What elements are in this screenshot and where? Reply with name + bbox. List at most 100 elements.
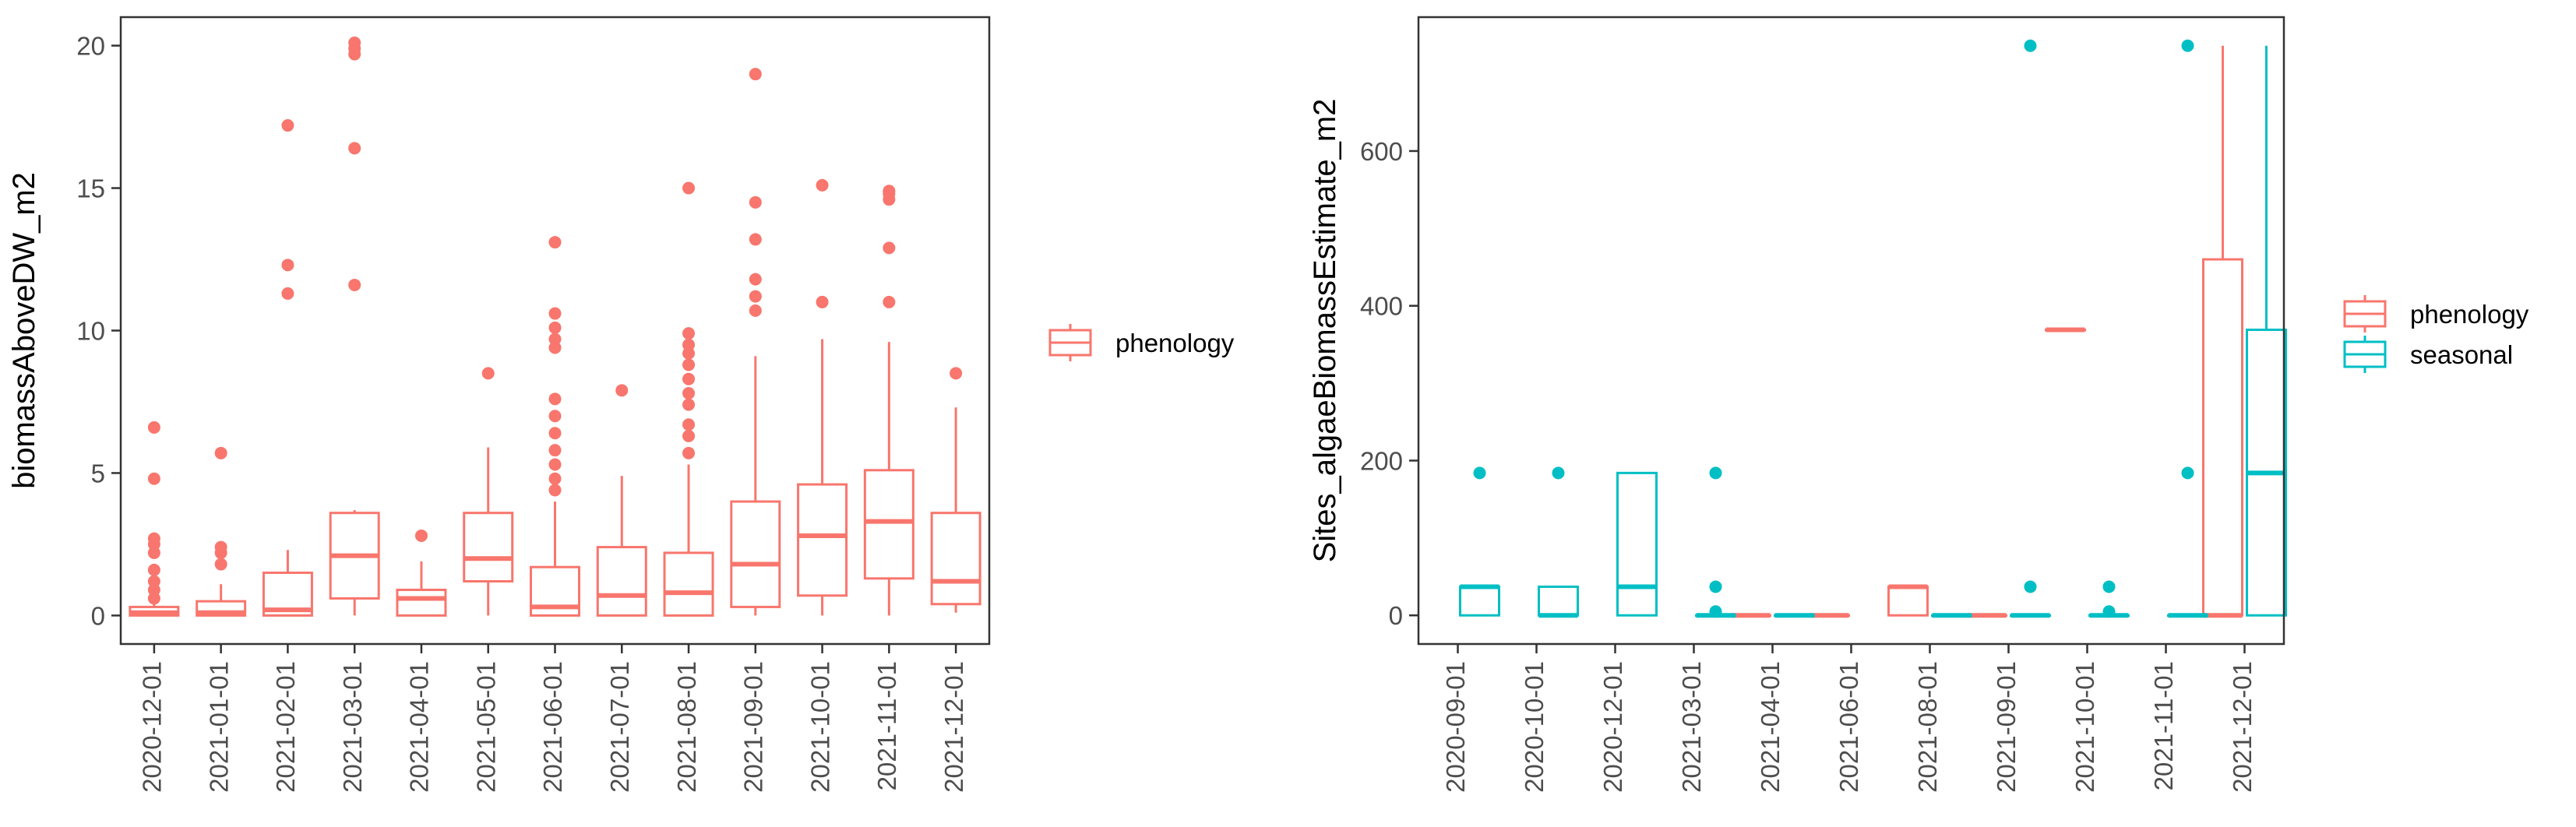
x-tick-label: 2021-12-01: [939, 661, 968, 793]
x-tick-label: 2021-12-01: [2228, 661, 2257, 793]
box-phenology-2021-01-01: [196, 446, 247, 617]
outlier-point: [682, 429, 696, 442]
outlier-point: [281, 287, 294, 300]
outlier-point: [548, 341, 562, 354]
box-phenology-2021-11-01: [863, 185, 914, 616]
legend-label: phenology: [1115, 329, 1235, 357]
x-tick-label: 2020-12-01: [138, 661, 167, 793]
outlier-point: [883, 295, 896, 308]
box-seasonal-2021-03-01: [1695, 466, 1736, 618]
outlier-point: [1709, 580, 1722, 593]
outlier-point: [348, 278, 361, 291]
box-seasonal-2020-09-01: [1459, 466, 1500, 617]
outlier-point: [214, 540, 227, 554]
x-tick-label: 2020-09-01: [1441, 661, 1470, 793]
x-tick-label: 2021-06-01: [538, 661, 567, 793]
box-phenology-2021-12-01: [2202, 45, 2243, 618]
outlier-point: [147, 546, 160, 559]
legend: phenology: [1048, 324, 1235, 361]
plot-border: [119, 16, 991, 646]
x-tick-label: 2021-10-01: [805, 661, 834, 793]
outlier-point: [548, 472, 562, 485]
outlier-point: [548, 444, 562, 457]
box-iqr: [730, 500, 781, 608]
outlier-point: [682, 387, 696, 399]
box-phenology-2021-06-01: [530, 236, 580, 617]
x-tick-label: 2021-03-01: [1677, 661, 1706, 793]
y-tick-label: 200: [1360, 446, 1403, 475]
legend-label: seasonal: [2410, 340, 2513, 369]
y-axis: 0 5 10 15 20: [76, 32, 121, 630]
outlier-point: [548, 458, 562, 471]
outlier-point: [816, 178, 829, 192]
x-tick-label: 2021-09-01: [1992, 661, 2021, 793]
outlier-point: [749, 233, 762, 246]
box-phenology-2021-12-01: [930, 367, 981, 613]
outlier-point: [883, 185, 896, 198]
outlier-point: [682, 418, 696, 431]
outlier-point: [548, 321, 562, 334]
chart-panel-1: 0 5 10 15 20 biomassAboveDW_m2 2020-12-01 2021-…: [7, 16, 1235, 793]
outlier-point: [2024, 580, 2037, 593]
box-iqr: [1459, 585, 1500, 617]
outlier-point: [147, 472, 160, 485]
y-tick-label: 400: [1360, 292, 1403, 321]
outlier-point: [481, 367, 495, 380]
box-phenology-2021-02-01: [262, 119, 313, 617]
outlier-point: [615, 384, 629, 397]
box-iqr: [797, 483, 848, 597]
box-seasonal-2021-09-01: [2010, 39, 2051, 618]
outlier-point: [147, 583, 160, 596]
x-axis: 2020-09-01 2020-10-01 2020-12-01 2021-03-01…: [1441, 644, 2257, 793]
outlier-point: [548, 392, 562, 406]
outlier-point: [147, 532, 160, 545]
outlier-point: [414, 529, 428, 542]
y-tick-label: 600: [1360, 137, 1403, 166]
box-phenology-2021-06-01: [1809, 613, 1850, 618]
box-iqr: [1887, 585, 1929, 617]
x-tick-label: 2021-04-01: [405, 661, 434, 793]
outlier-point: [2181, 39, 2194, 52]
box-iqr: [863, 469, 914, 580]
x-tick-label: 2021-09-01: [739, 661, 768, 793]
x-tick-label: 2021-06-01: [1834, 661, 1863, 793]
box-iqr: [1538, 585, 1579, 617]
y-tick-label: 0: [1389, 601, 1403, 630]
y-axis-title: Sites_algaeBiomassEstimate_m2: [1308, 99, 1342, 563]
outlier-point: [682, 327, 696, 340]
legend-key-phenology: [2343, 295, 2387, 333]
outlier-point: [147, 563, 160, 576]
outlier-point: [348, 36, 361, 49]
box-seasonal-2021-08-01: [1931, 613, 1972, 618]
x-tick-label: 2021-07-01: [605, 661, 634, 793]
outlier-point: [2024, 39, 2037, 52]
x-tick-label: 2021-08-01: [1913, 661, 1942, 793]
box-iqr: [596, 546, 647, 617]
box-seasonal-2021-04-01: [1774, 613, 1815, 618]
outlier-point: [348, 142, 361, 155]
outlier-point: [548, 427, 562, 440]
x-tick-label: 2021-08-01: [672, 661, 701, 793]
outlier-point: [816, 295, 829, 308]
box-phenology-2021-10-01: [2045, 327, 2086, 333]
outlier-point: [749, 68, 762, 81]
box-phenology-2020-12-01: [129, 421, 180, 617]
outlier-point: [1709, 605, 1722, 618]
outlier-point: [147, 575, 160, 588]
box-phenology-2021-08-01: [663, 181, 714, 617]
box-phenology-2021-10-01: [797, 178, 848, 616]
outlier-point: [682, 181, 696, 195]
outlier-point: [682, 358, 696, 371]
legend-label: phenology: [2410, 300, 2529, 329]
chart-panel-2: 0 200 400 600 Sites_algaeBiomassEstimate_m2 2…: [1308, 16, 2529, 793]
legend-key-seasonal: [2343, 336, 2387, 373]
x-tick-label: 2021-04-01: [1756, 661, 1785, 793]
box-phenology-2021-04-01: [396, 529, 447, 617]
outlier-point: [2181, 466, 2194, 480]
box-phenology-2021-09-01: [1966, 613, 2007, 618]
series-seasonal: [1459, 39, 2287, 618]
outlier-point: [749, 304, 762, 317]
outlier-point: [749, 273, 762, 286]
series-phenology: [129, 36, 981, 617]
